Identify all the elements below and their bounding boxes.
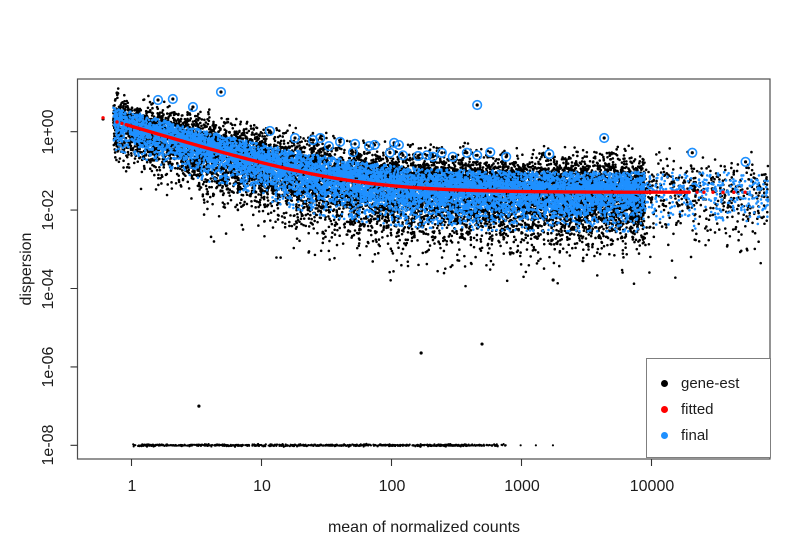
legend: gene-est fitted final — [646, 358, 771, 458]
legend-item-final: final — [647, 422, 770, 448]
gene-est-dot-icon — [661, 379, 668, 387]
x-axis-title: mean of normalized counts — [327, 519, 521, 536]
x-tick-label-100: 100 — [378, 478, 406, 495]
y-tick-label-1e-04: 1e-04 — [40, 268, 57, 310]
y-tick-label-1e-08: 1e-08 — [40, 424, 57, 466]
legend-label-gene-est: gene-est — [681, 374, 740, 392]
y-axis-title: dispersion — [18, 232, 35, 306]
x-tick-label-10000: 10000 — [629, 478, 675, 495]
legend-label-fitted: fitted — [681, 400, 714, 418]
legend-item-gene-est: gene-est — [647, 370, 770, 396]
x-tick-label-10: 10 — [253, 478, 271, 495]
y-tick-label-1e00: 1e+00 — [40, 109, 57, 155]
y-tick-label-1e-06: 1e-06 — [40, 346, 57, 388]
legend-label-final: final — [681, 426, 709, 444]
final-dot-icon — [661, 431, 668, 439]
x-tick-label-1000: 1000 — [504, 478, 540, 495]
legend-item-fitted: fitted — [647, 396, 770, 422]
y-tick-label-1e-02: 1e-02 — [40, 189, 57, 231]
x-tick-label-1: 1 — [127, 478, 137, 495]
fitted-dot-icon — [661, 405, 668, 413]
